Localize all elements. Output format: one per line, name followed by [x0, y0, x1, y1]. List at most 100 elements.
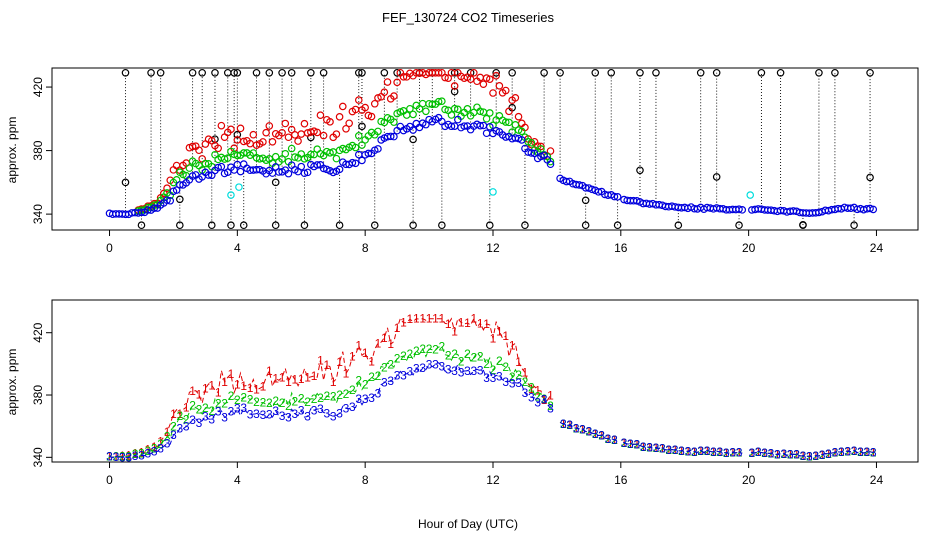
blue-point [482, 129, 491, 138]
series-2-point: 2 [819, 448, 826, 462]
blue-point [738, 206, 747, 214]
red-point [444, 74, 453, 82]
series-2-point: 2 [170, 419, 177, 433]
blue-point [319, 164, 328, 173]
series-3-point: 3 [362, 392, 369, 406]
green-point [326, 149, 334, 157]
red-point [367, 112, 376, 121]
spike-marker [607, 68, 616, 77]
bottom-x-tick-label: 24 [870, 473, 884, 487]
series-1-point: 1 [659, 442, 666, 456]
series-2-point: 2 [336, 388, 343, 402]
series-1-point: 1 [627, 437, 634, 451]
spike-marker [540, 68, 548, 77]
series-1-point: 1 [138, 445, 145, 459]
series-3-point: 3 [432, 357, 439, 371]
spike-marker [866, 173, 874, 182]
series-3-point: 3 [653, 441, 660, 455]
top-x-tick-label: 0 [106, 241, 113, 255]
series-3-point: 3 [343, 401, 350, 415]
series-3-point: 3 [490, 371, 497, 385]
red-point [239, 137, 248, 146]
series-2-point: 2 [145, 444, 152, 458]
series-2-point: 2 [426, 342, 433, 356]
series-1-point: 1 [247, 381, 254, 395]
blue-point [575, 181, 584, 189]
series-2-point: 2 [164, 430, 171, 444]
series-1-point: 1 [285, 375, 292, 389]
series-2-point: 2 [659, 442, 666, 456]
series-3-line [109, 362, 874, 459]
series-1-point: 1 [298, 372, 305, 386]
series-2-point: 2 [260, 396, 267, 410]
series-2-point: 2 [266, 396, 273, 410]
series-1-point: 1 [157, 434, 164, 448]
series-2-point: 2 [151, 442, 158, 456]
series-2-point: 2 [755, 445, 762, 459]
series-2-point: 2 [522, 375, 529, 389]
series-2-point: 2 [509, 370, 516, 384]
bottom-y-axis-label: approx. ppm [5, 349, 19, 416]
series-1-point: 1 [272, 372, 279, 386]
series-1-point: 1 [592, 427, 599, 441]
series-1-point: 1 [470, 312, 477, 326]
green-point [406, 104, 414, 113]
spike-marker [696, 68, 705, 77]
series-3-point: 3 [145, 446, 152, 460]
red-point [390, 92, 398, 100]
series-2-point: 2 [113, 450, 120, 464]
green-point [505, 118, 513, 127]
green-point [281, 149, 290, 158]
series-1-point: 1 [336, 355, 343, 369]
top-y-axis-label: approx. ppm [5, 117, 19, 184]
series-3-point: 3 [170, 428, 177, 442]
series-3-point: 3 [566, 418, 573, 432]
series-3-point: 3 [541, 393, 548, 407]
series-3-point: 3 [106, 450, 113, 464]
series-2-point: 2 [761, 446, 768, 460]
series-2-point: 2 [349, 383, 356, 397]
green-point [428, 100, 437, 109]
spike-marker [198, 68, 206, 77]
red-point [297, 130, 306, 138]
series-2-point: 2 [221, 396, 228, 410]
green-point [447, 111, 456, 119]
series-1-point: 1 [381, 331, 388, 345]
green-point [517, 127, 526, 136]
red-point [393, 78, 401, 87]
series-3-point: 3 [806, 449, 813, 463]
red-point [300, 119, 309, 128]
series-3-point: 3 [477, 364, 484, 378]
series-2-point: 2 [704, 444, 711, 458]
top-y-tick-label: 340 [31, 204, 45, 224]
red-point [345, 119, 353, 128]
series-1-point: 1 [534, 384, 541, 398]
green-point [450, 104, 459, 113]
blue-point [610, 192, 619, 201]
top-x-tick-label: 16 [614, 241, 628, 255]
bottom-x-tick-label: 0 [106, 473, 113, 487]
series-3-point: 3 [736, 445, 743, 459]
spike-marker [354, 68, 363, 77]
chart-title: FEF_130724 CO2 Timeseries [382, 10, 554, 25]
series-3-point: 3 [202, 409, 209, 423]
spike-marker [287, 68, 296, 77]
series-1-point: 1 [528, 382, 535, 396]
cyan-point [235, 183, 243, 191]
green-point [390, 118, 398, 126]
blue-point [374, 145, 382, 153]
blue-point [485, 123, 494, 131]
series-3-point: 3 [208, 412, 215, 426]
red-point [470, 68, 478, 77]
blue-point [137, 208, 146, 217]
series-3-point: 3 [573, 421, 580, 435]
series-3-point: 3 [870, 446, 877, 460]
series-1-point: 1 [477, 316, 484, 330]
red-point [338, 102, 347, 111]
top-x-tick-label: 8 [362, 241, 369, 255]
series-2-point: 2 [736, 445, 743, 459]
green-point [233, 151, 242, 160]
green-point [434, 97, 443, 106]
spike-marker [176, 195, 184, 204]
green-point [307, 150, 315, 159]
